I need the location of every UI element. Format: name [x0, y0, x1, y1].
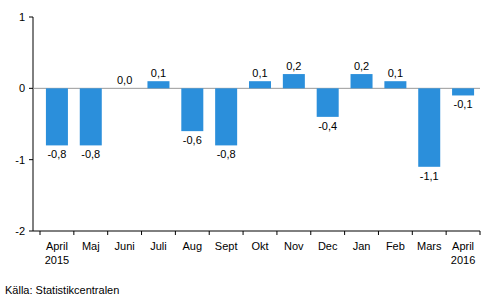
- x-tick: [276, 231, 277, 235]
- data-label: 0,1: [252, 67, 267, 79]
- bar: [249, 81, 271, 88]
- x-tick-label: Aug: [183, 240, 203, 252]
- x-tick: [412, 231, 413, 235]
- y-tick-label: -1: [15, 154, 25, 166]
- x-tick: [480, 231, 481, 235]
- x-axis: [33, 231, 480, 232]
- bar: [114, 88, 136, 89]
- source: Källa: Statistikcentralen: [5, 284, 119, 296]
- y-tick-label: 1: [19, 11, 25, 23]
- x-tick-label: Sept: [215, 240, 238, 252]
- x-tick-label: Dec: [318, 240, 338, 252]
- data-label: -0,6: [183, 134, 202, 146]
- data-label: -0,8: [47, 148, 66, 160]
- bar: [317, 88, 339, 117]
- x-tick: [175, 231, 176, 235]
- bar: [351, 74, 373, 88]
- x-tick: [310, 231, 311, 235]
- data-label: 0,2: [286, 60, 301, 72]
- y-axis: [33, 17, 34, 231]
- bar: [452, 88, 474, 95]
- x-tick-label: Juni: [115, 240, 135, 252]
- x-tick-label: April2015: [45, 240, 69, 266]
- bar: [418, 88, 440, 166]
- data-label: -0,8: [81, 148, 100, 160]
- chart: 1 0 -1 -2 -0,8 -0,8 0,0 0,1 -0,6 -0,8 0,1 0,2 -0,4 0,…: [0, 0, 493, 304]
- x-tick-label: Jan: [353, 240, 371, 252]
- data-label: 0,1: [151, 67, 166, 79]
- data-label: -0,4: [318, 120, 337, 132]
- bar: [147, 81, 169, 88]
- data-label: -0,8: [217, 148, 236, 160]
- x-tick-label: Feb: [386, 240, 405, 252]
- data-label: -1,1: [420, 170, 439, 182]
- x-tick: [344, 231, 345, 235]
- x-tick-label: Nov: [284, 240, 304, 252]
- y-tick-label: -2: [15, 225, 25, 237]
- bar: [283, 74, 305, 88]
- x-tick-label: Okt: [251, 240, 268, 252]
- y-tick: [29, 88, 33, 89]
- data-label: 0,1: [388, 67, 403, 79]
- bar: [80, 88, 102, 145]
- x-tick: [40, 231, 41, 235]
- y-tick: [29, 17, 33, 18]
- x-tick: [141, 231, 142, 235]
- x-tick: [73, 231, 74, 235]
- bar: [215, 88, 237, 145]
- y-tick-label: 0: [19, 82, 25, 94]
- bar: [46, 88, 68, 145]
- x-tick: [107, 231, 108, 235]
- bar: [181, 88, 203, 131]
- data-label: -0,1: [454, 98, 473, 110]
- x-tick-label: Juli: [150, 240, 167, 252]
- data-label: 0,2: [354, 60, 369, 72]
- x-tick-label: Maj: [82, 240, 100, 252]
- y-tick: [29, 159, 33, 160]
- x-tick: [446, 231, 447, 235]
- y-tick: [29, 231, 33, 232]
- bars: [46, 74, 474, 167]
- x-tick: [378, 231, 379, 235]
- x-tick: [243, 231, 244, 235]
- x-tick-label: Mars: [417, 240, 442, 252]
- bar: [384, 81, 406, 88]
- x-tick-label: April2016: [451, 240, 475, 266]
- data-label: 0,0: [117, 74, 132, 86]
- x-tick: [209, 231, 210, 235]
